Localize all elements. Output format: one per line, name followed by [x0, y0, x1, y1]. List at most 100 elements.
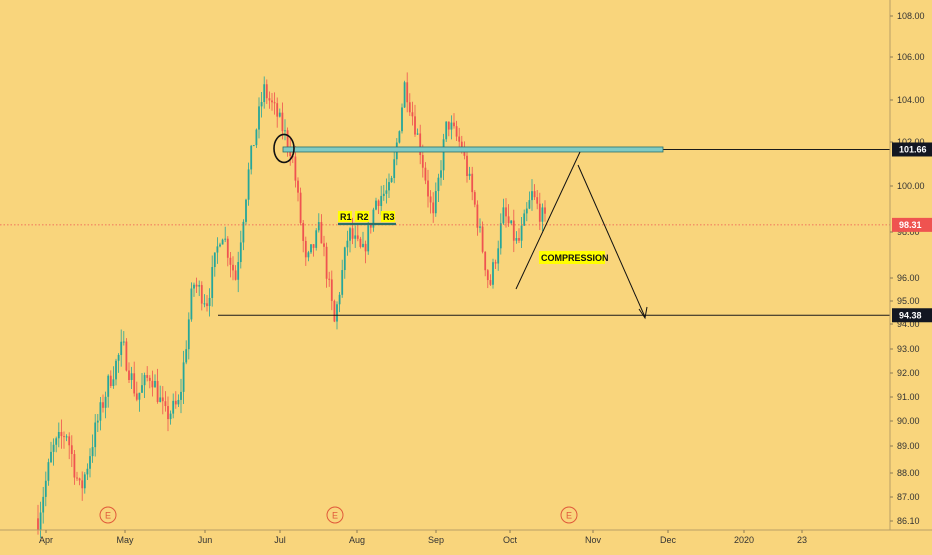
candle-body [359, 238, 362, 247]
candle-body [234, 270, 237, 280]
compression-label-bg [539, 251, 605, 264]
r3-label: R3 [383, 212, 395, 222]
x-tick-label: Sep [428, 535, 444, 545]
candle-body [245, 199, 247, 222]
candle-body [393, 159, 396, 178]
candle-body [81, 480, 84, 489]
y-tick-label: 91.00 [897, 392, 920, 402]
candle-body [512, 220, 515, 241]
candle-body [187, 319, 190, 350]
candle-body [523, 213, 526, 226]
candle-body [307, 252, 310, 258]
candle-body [518, 238, 520, 241]
earnings-marker-icon[interactable] [326, 506, 344, 524]
candle-body [325, 246, 328, 279]
resistance-zone[interactable] [282, 146, 664, 153]
candle-body [37, 518, 39, 531]
y-tick-label: 108.00 [897, 11, 925, 21]
candle-body [216, 246, 219, 253]
candle-body [471, 173, 474, 193]
candle-body [91, 447, 94, 457]
candle-body [401, 107, 403, 132]
candle-body [510, 220, 513, 224]
candle-body [281, 112, 284, 132]
candle-body [450, 122, 453, 130]
candle-body [424, 167, 427, 181]
candle-body [206, 303, 208, 307]
candle-body [161, 397, 164, 402]
x-tick-label: 2020 [734, 535, 754, 545]
candle-body [128, 370, 130, 380]
y-tick-label: 98.00 [897, 227, 920, 237]
candle-body [278, 112, 281, 117]
candle-body [302, 222, 305, 241]
candle-body [473, 192, 476, 205]
candle-body [239, 242, 242, 263]
candle-body [497, 248, 500, 264]
r1-label-bg [338, 211, 352, 222]
candle-body [89, 456, 91, 469]
earnings-marker-icon[interactable] [560, 506, 578, 524]
breakout-circle[interactable] [273, 133, 295, 164]
candle-body [122, 341, 125, 343]
candle-body [148, 377, 151, 381]
candle-body [453, 122, 455, 127]
candle-body [442, 139, 445, 171]
r2-label-bg [355, 211, 369, 222]
x-tick-label: Apr [39, 535, 53, 545]
earnings-marker-icon[interactable] [99, 506, 117, 524]
candle-body [232, 264, 234, 271]
projection-down-line[interactable] [577, 164, 646, 318]
candle-body [385, 190, 388, 194]
compression-up-line[interactable] [515, 151, 581, 290]
candle-body [299, 192, 302, 223]
y-tick-label: 94.00 [897, 319, 920, 329]
candle-body [349, 228, 351, 241]
candle-body [507, 216, 510, 224]
y-tick-label: 86.10 [897, 516, 920, 526]
candle-body [416, 133, 419, 135]
candle-body [247, 169, 250, 200]
y-tick-label: 95.00 [897, 296, 920, 306]
candle-body [73, 454, 76, 478]
candle-body [466, 155, 468, 176]
candle-body [297, 180, 299, 193]
drawings[interactable]: R1 R2 R3 COMPRESSION [0, 133, 890, 320]
candle-body [377, 200, 380, 206]
candle-body [494, 262, 497, 264]
candle-body [263, 84, 266, 103]
candle-body [447, 121, 450, 130]
candle-body [107, 375, 110, 397]
candle-body [354, 235, 357, 239]
earnings-marker-label: E [105, 511, 111, 521]
y-tick-label: 96.00 [897, 273, 920, 283]
candle-body [141, 385, 143, 393]
y-tick-label: 92.00 [897, 368, 920, 378]
candle-body [237, 262, 240, 280]
x-tick-label: Jul [274, 535, 286, 545]
candle-body [432, 202, 435, 214]
time-axis[interactable]: Apr May Jun Jul Aug Sep Oct Nov Dec 2020 23 E E E [0, 506, 932, 545]
candle-body [362, 243, 364, 247]
candle-body [486, 270, 489, 281]
candle-body [255, 129, 258, 146]
candle-body [125, 341, 128, 371]
candle-body [143, 375, 146, 386]
candle-body [445, 121, 448, 140]
candle-body [455, 126, 458, 137]
candle-body [185, 349, 188, 363]
candle-body [180, 391, 182, 400]
price-axis[interactable]: 86.10 87.00 88.00 89.00 90.00 91.00 92.00 93.00… [889, 0, 925, 530]
candle-body [484, 251, 487, 271]
y-tick-label: 87.00 [897, 492, 920, 502]
candle-body [468, 173, 471, 176]
candle-body [369, 224, 372, 228]
y-tick-label: 106.00 [897, 52, 925, 62]
price-tag-bg [892, 217, 932, 232]
candle-body [229, 257, 232, 265]
candle-body [328, 278, 331, 280]
candle-body [403, 82, 406, 108]
candle-body [83, 474, 86, 489]
